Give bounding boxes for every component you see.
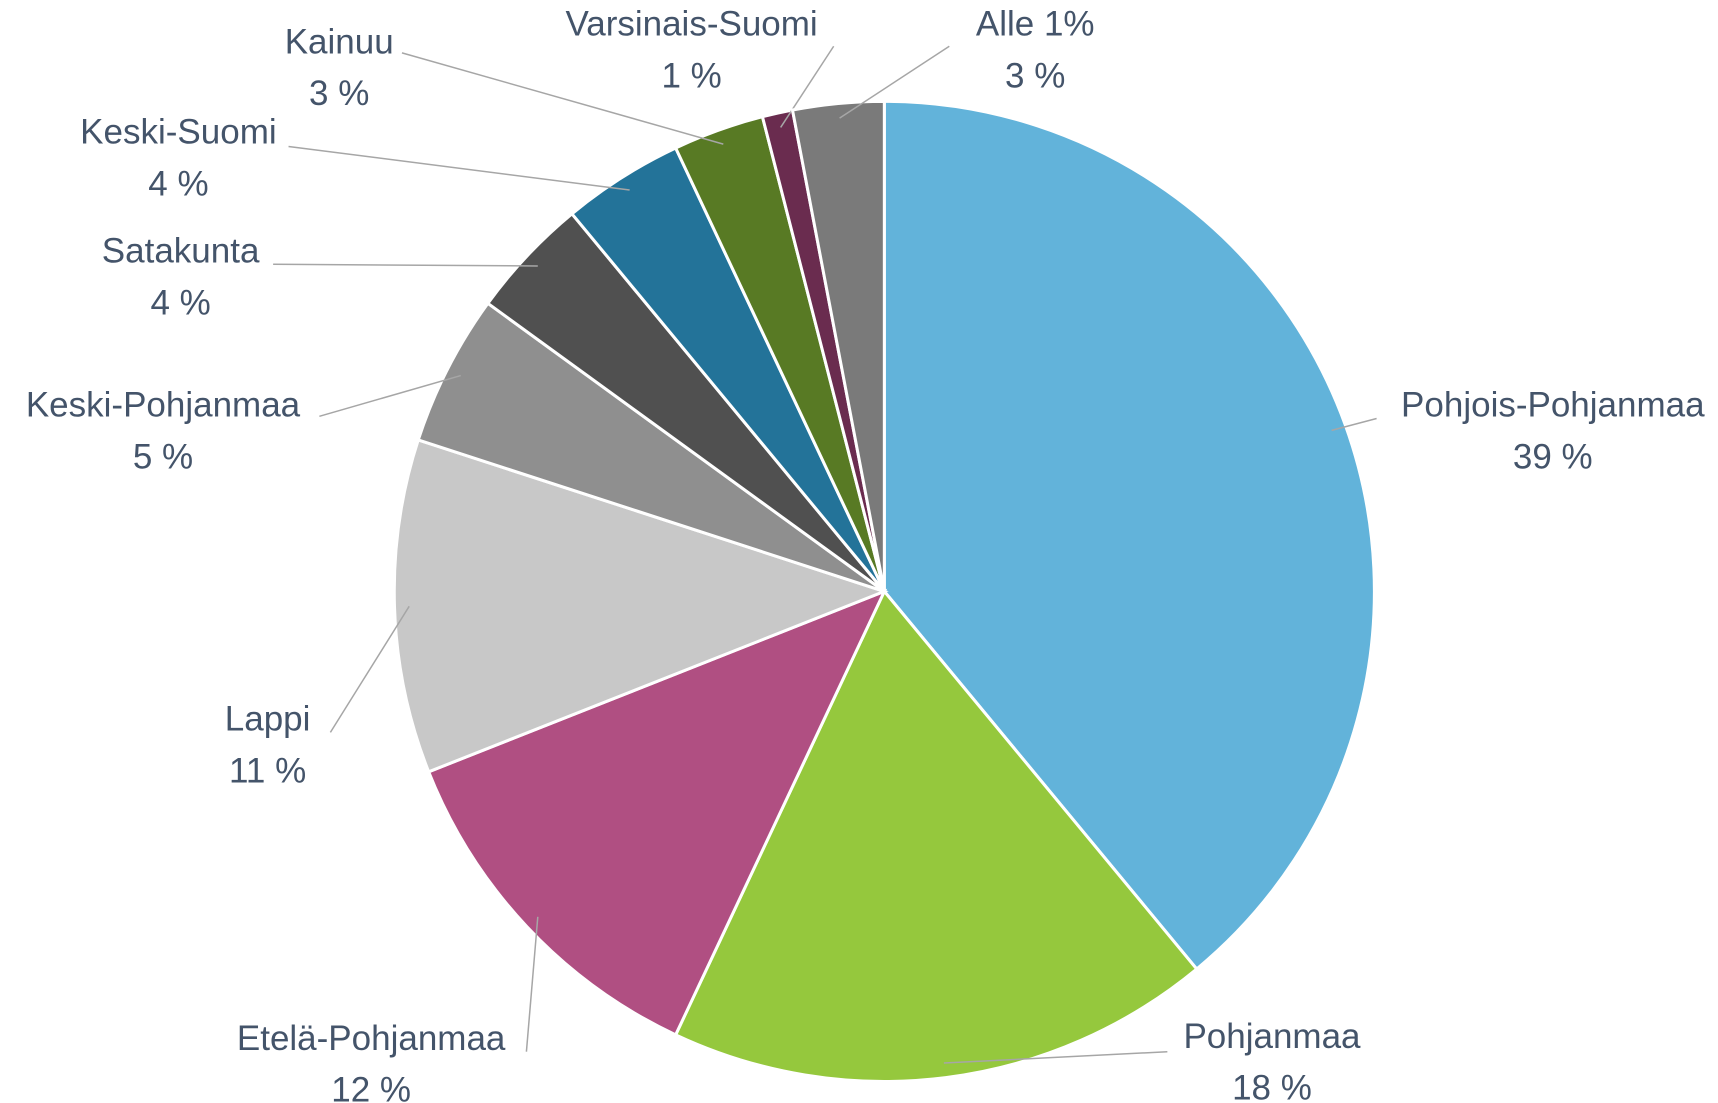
slice-value-label: 11 % bbox=[229, 751, 306, 790]
slice-value-label: 4 % bbox=[150, 283, 210, 322]
leader-line bbox=[943, 1050, 1168, 1064]
slice-value-label: 18 % bbox=[1232, 1069, 1312, 1103]
leader-line bbox=[273, 263, 538, 267]
slice-label: Satakunta bbox=[102, 232, 260, 271]
pie-slice bbox=[392, 438, 889, 774]
slice-label: Keski-Pohjanmaa bbox=[26, 386, 301, 425]
slice-label: Lappi bbox=[225, 700, 311, 739]
slice-label: Etelä-Pohjanmaa bbox=[237, 1019, 506, 1058]
slice-label: Varsinais-Suomi bbox=[565, 5, 817, 44]
leader-line bbox=[319, 374, 461, 418]
leader-line bbox=[401, 52, 724, 145]
slice-value-label: 3 % bbox=[1005, 56, 1065, 95]
slice-value-label: 1 % bbox=[661, 56, 721, 95]
slice-label: Keski-Suomi bbox=[80, 113, 276, 152]
pie-slice bbox=[673, 588, 1199, 1083]
pie-slice bbox=[426, 588, 888, 1037]
slice-label: Pohjois-Pohjanmaa bbox=[1401, 386, 1705, 425]
leader-line bbox=[1331, 417, 1377, 432]
slice-label: Kainuu bbox=[285, 22, 394, 61]
leader-line bbox=[329, 605, 410, 733]
slice-label: Pohjanmaa bbox=[1183, 1017, 1361, 1056]
leader-line bbox=[780, 45, 835, 128]
slice-value-label: 4 % bbox=[148, 164, 208, 203]
pie-slice bbox=[790, 99, 886, 592]
slice-label: Alle 1% bbox=[976, 5, 1095, 44]
pie-slice bbox=[882, 99, 1376, 972]
slice-value-label: 12 % bbox=[331, 1071, 411, 1103]
leader-line bbox=[525, 916, 539, 1052]
slice-value-label: 39 % bbox=[1513, 437, 1593, 476]
slice-value-label: 3 % bbox=[309, 74, 369, 113]
slice-value-label: 5 % bbox=[133, 437, 193, 476]
leader-line bbox=[288, 145, 630, 191]
leader-line bbox=[839, 45, 950, 119]
pie-slice bbox=[416, 301, 886, 593]
